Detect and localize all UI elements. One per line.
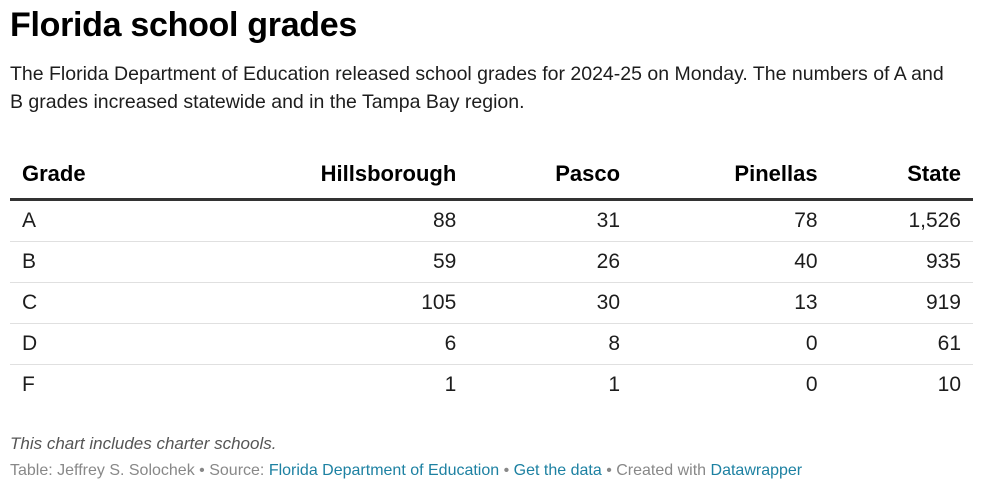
cell-hillsborough: 105	[174, 282, 469, 324]
table-byline: Table: Jeffrey S. Solochek	[10, 462, 195, 479]
table-row: F 1 1 0 10	[10, 365, 973, 406]
table-row: B 59 26 40 935	[10, 241, 973, 283]
cell-hillsborough: 6	[174, 323, 469, 365]
cell-pinellas: 40	[632, 241, 830, 283]
grades-table: Grade Hillsborough Pasco Pinellas State …	[10, 150, 973, 405]
datawrapper-link[interactable]: Datawrapper	[710, 462, 803, 479]
cell-pinellas: 0	[805, 373, 818, 396]
source-prefix: Source:	[209, 462, 265, 479]
cell-pasco: 1	[608, 373, 621, 396]
cell-grade: D	[10, 323, 174, 365]
cell-hillsborough: 1	[444, 373, 457, 396]
table-header-row: Grade Hillsborough Pasco Pinellas State	[10, 150, 973, 201]
cell-state: 1,526	[829, 199, 973, 242]
cell-hillsborough: 59	[174, 241, 469, 283]
chart-note: This chart includes charter schools.	[10, 434, 277, 453]
cell-state: 61	[829, 323, 973, 365]
cell-grade: A	[10, 199, 174, 242]
table-row: C 105 30 13 919	[10, 282, 973, 324]
table-row: A 88 31 78 1,526	[10, 199, 973, 242]
column-header-grade[interactable]: Grade	[10, 150, 174, 201]
column-header-hillsborough[interactable]: Hillsborough	[174, 150, 469, 201]
chart-title: Florida school grades	[10, 6, 357, 44]
cell-grade: B	[10, 241, 174, 283]
get-data-link[interactable]: Get the data	[513, 462, 602, 479]
column-header-pinellas[interactable]: Pinellas	[632, 150, 830, 201]
created-with-prefix: Created with	[616, 462, 707, 479]
cell-pasco: 30	[468, 282, 633, 324]
cell-pasco: 31	[468, 199, 633, 242]
cell-hillsborough: 88	[174, 199, 469, 242]
cell-pinellas: 0	[632, 323, 830, 365]
cell-state: 935	[829, 241, 973, 283]
chart-footer: Table: Jeffrey S. Solochek • Source: Flo…	[10, 462, 802, 480]
column-header-pasco[interactable]: Pasco	[468, 150, 633, 201]
table-row: D 6 8 0 61	[10, 323, 973, 365]
cell-state: 919	[829, 282, 973, 324]
cell-grade: C	[10, 282, 174, 324]
cell-grade: F	[22, 373, 35, 396]
footer-separator: •	[606, 462, 612, 479]
column-header-state[interactable]: State	[829, 150, 973, 201]
cell-pinellas: 78	[632, 199, 830, 242]
cell-pasco: 8	[468, 323, 633, 365]
source-link[interactable]: Florida Department of Education	[268, 462, 500, 479]
footer-separator: •	[199, 462, 205, 479]
chart-description: The Florida Department of Education rele…	[10, 63, 944, 113]
cell-pasco: 26	[468, 241, 633, 283]
cell-state: 10	[937, 373, 961, 396]
cell-pinellas: 13	[632, 282, 830, 324]
footer-separator: •	[503, 462, 510, 479]
